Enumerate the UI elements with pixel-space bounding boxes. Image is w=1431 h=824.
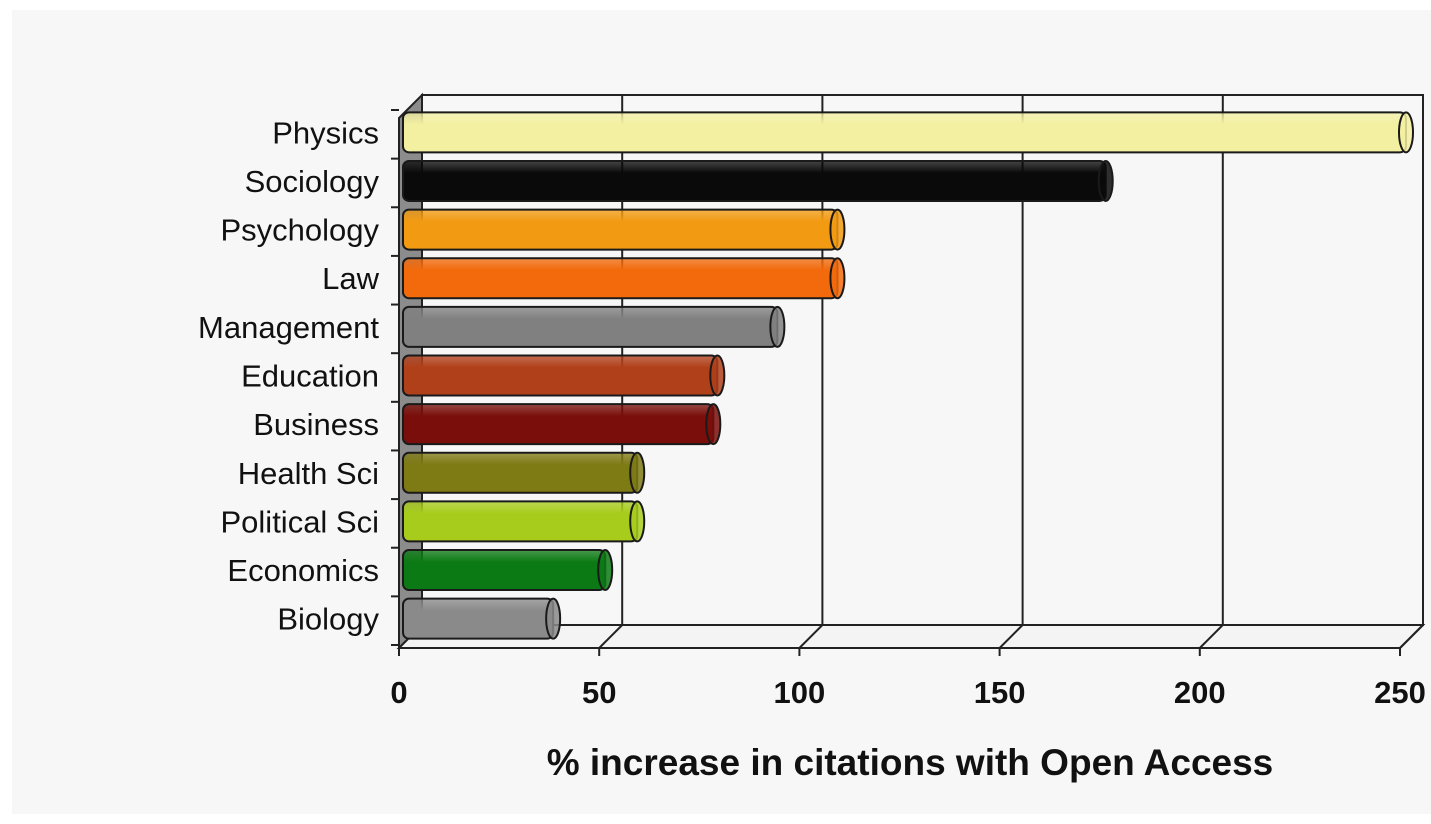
x-tick-label: 50 (582, 675, 616, 710)
category-label: Psychology (220, 213, 379, 248)
x-tick-label: 250 (1374, 675, 1426, 710)
floor-gridline (1399, 624, 1424, 649)
category-label: Economics (227, 553, 379, 588)
bar-body (402, 597, 555, 640)
category-label: Business (253, 407, 379, 442)
bar-cap (597, 549, 614, 592)
bar-cap (629, 500, 646, 543)
category-label: Education (241, 359, 379, 394)
bar-health-sci (402, 451, 646, 494)
bar-body (402, 159, 1107, 202)
floor-gridline (598, 624, 623, 649)
bar-cap (1097, 159, 1114, 202)
bars-group (402, 111, 1414, 640)
x-tick-label: 100 (774, 675, 826, 710)
bar-psychology (402, 208, 846, 251)
bar-body (402, 403, 715, 446)
bar-body (402, 257, 839, 300)
bar-management (402, 305, 786, 348)
bar-body (402, 208, 839, 251)
bar-body (402, 451, 639, 494)
bar-cap (709, 354, 726, 397)
category-label: Biology (277, 602, 379, 637)
floor-gridline (998, 624, 1024, 649)
bar-cap (829, 257, 846, 300)
bar-cap (769, 305, 786, 348)
bar-body (402, 354, 719, 397)
bar-body (402, 111, 1407, 154)
bar-cap (829, 208, 846, 251)
bar-body (402, 549, 607, 592)
bar-physics (402, 111, 1414, 154)
bar-body (402, 500, 639, 543)
x-tick-label: 150 (974, 675, 1026, 710)
category-label: Law (322, 261, 379, 296)
x-axis-title: % increase in citations with Open Access (547, 742, 1274, 783)
bar-biology (402, 597, 562, 640)
bar-economics (402, 549, 614, 592)
bar-cap (705, 403, 722, 446)
bar-cap (545, 597, 562, 640)
bar-sociology (402, 159, 1114, 202)
x-tick-labels: 0 50 100 150 200 250 (390, 675, 1425, 710)
bar-business (402, 403, 722, 446)
bar-body (402, 305, 779, 348)
bar-cap (1398, 111, 1414, 154)
x-tick-label: 0 (390, 675, 407, 710)
category-label: Health Sci (238, 456, 379, 491)
bar-cap (629, 451, 646, 494)
category-label: Political Sci (221, 504, 380, 539)
floor-gridline (1199, 624, 1224, 649)
category-label: Physics (272, 115, 379, 150)
bar-education (402, 354, 726, 397)
bar-law (402, 257, 846, 300)
bar-political-sci (402, 500, 646, 543)
category-labels: Physics Sociology Psychology Law Management E… (198, 115, 380, 636)
floor-gridline (798, 624, 824, 649)
category-label: Sociology (245, 164, 380, 199)
x-tick-label: 200 (1174, 675, 1226, 710)
category-label: Management (198, 310, 379, 345)
